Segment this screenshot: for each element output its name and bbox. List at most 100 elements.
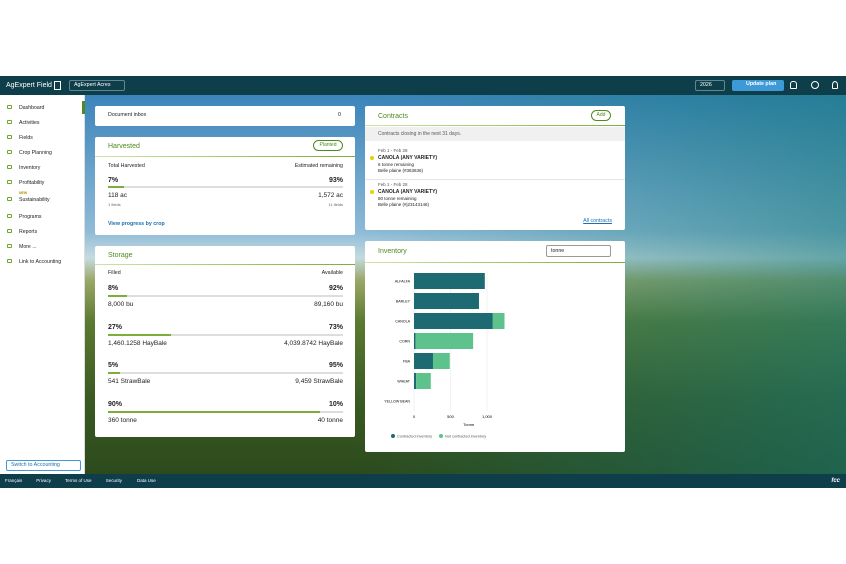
planted-button[interactable]: Planted	[313, 140, 343, 151]
footer-link[interactable]: Security	[105, 478, 123, 483]
right-label: Estimated remaining	[294, 163, 343, 169]
bar	[416, 373, 431, 389]
nav-icon	[7, 120, 12, 124]
document-inbox-card[interactable]: Document inbox 0	[95, 106, 355, 126]
card-title: Inventory	[378, 248, 407, 255]
nav-item[interactable]: Profitability	[19, 180, 45, 186]
filled-percent: 5%	[108, 362, 119, 369]
bar	[414, 353, 433, 369]
nav-icon	[7, 135, 12, 139]
nav-item[interactable]: Activities	[19, 120, 40, 126]
all-contracts-link[interactable]: All contracts	[583, 218, 612, 224]
nav-item[interactable]: More ...	[19, 244, 37, 250]
bar	[414, 333, 416, 349]
subtitle-band	[365, 127, 625, 141]
inventory-card: Inventory tonne 0 500 1,000 Tonne ALFALFA BAR…	[365, 241, 625, 452]
progress-link[interactable]: View progress by crop	[108, 221, 165, 227]
nav-icon	[7, 105, 12, 109]
contract-dates[interactable]: Feb 1 - Feb 28	[378, 182, 408, 187]
left-label: Total Harvested	[108, 163, 145, 169]
storage-track	[108, 295, 343, 297]
x-tick-label: 0	[413, 414, 416, 419]
bar	[414, 293, 479, 309]
left-amount: 360 tonne	[108, 416, 137, 424]
nav-item[interactable]: Dashboard	[19, 105, 45, 111]
contract-crop[interactable]: CANOLA (ANY VARIETY)	[378, 189, 438, 195]
footer-link[interactable]: Français	[5, 478, 23, 483]
progress-fill	[108, 186, 125, 188]
header-rule	[365, 125, 625, 126]
farm-select[interactable]: AgExpert Acres	[69, 80, 125, 91]
left-label: Filled	[108, 270, 121, 276]
top-bar: AgExpert Field AgExpert Acres 2026 Updat…	[0, 76, 846, 95]
y-tick-label: WHEAT	[397, 379, 411, 383]
right-amount: 9,459 StrawBale	[295, 378, 343, 385]
bar	[492, 313, 505, 329]
contract-crop[interactable]: CANOLA (ANY VARIETY)	[378, 155, 438, 161]
right-area: 1,572 ac	[318, 192, 343, 199]
storage-fill	[108, 372, 120, 374]
footer-link[interactable]: Terms of Use	[65, 478, 92, 483]
storage-fill	[108, 410, 320, 413]
inbox-count: 0	[338, 112, 341, 118]
bar	[414, 373, 417, 389]
right-amount: 40 tonne	[317, 416, 343, 424]
storage-card: Storage Filled Available 8% 92% 8,000 bu 89…	[95, 246, 355, 437]
bar	[414, 273, 485, 289]
nav-icon	[7, 214, 12, 218]
filled-percent: 27%	[108, 323, 123, 331]
filled-percent: 8%	[108, 285, 119, 292]
available-percent: 73%	[328, 323, 343, 331]
nav-item[interactable]: Programs	[19, 214, 42, 220]
card-title: Harvested	[108, 143, 140, 150]
contracts-card: Contracts Add Contracts closing in the n…	[365, 106, 625, 230]
storage-track	[108, 372, 343, 374]
nav-item[interactable]: Link to Accounting	[19, 259, 62, 265]
y-tick-label: ALFALFA	[395, 279, 411, 283]
storage-fill	[108, 295, 127, 297]
storage-fill	[108, 333, 172, 336]
nav-item[interactable]: Sustainability	[19, 197, 50, 203]
add-button[interactable]: Add	[591, 110, 611, 121]
nav-item[interactable]: Inventory	[19, 165, 41, 171]
legend-label: Contracted inventory	[397, 434, 432, 438]
switch-button[interactable]: Switch to Accounting	[6, 460, 81, 471]
subtitle: Contracts closing in the next 31 days.	[378, 131, 462, 137]
filled-percent: 7%	[108, 177, 119, 184]
left-fields: 1 fields	[108, 202, 121, 207]
x-axis-label: Tonne	[463, 422, 475, 427]
separator	[365, 179, 625, 180]
left-amount: 8,000 bu	[108, 301, 134, 308]
logo: AgExpert Field	[6, 82, 52, 89]
right-amount: 89,160 bu	[314, 301, 343, 308]
footer-link[interactable]: Data Use	[137, 478, 156, 483]
contract-location: Belle plaine (#363636)	[378, 168, 424, 173]
year-select[interactable]: 2026	[695, 80, 725, 91]
nav-item[interactable]: Fields	[19, 135, 33, 141]
header-rule	[95, 264, 355, 265]
right-amount: 4,039.8742 HayBale	[284, 339, 343, 347]
header-rule	[365, 262, 625, 263]
bell-icon[interactable]	[790, 81, 797, 89]
right-label: Available	[321, 270, 343, 276]
contract-dates[interactable]: Feb 1 - Feb 28	[378, 148, 408, 153]
unit-select[interactable]: tonne	[546, 245, 611, 257]
y-tick-label: YELLOW BEAN	[384, 399, 410, 403]
storage-track	[108, 333, 343, 336]
y-tick-label: BARLEY	[396, 299, 411, 303]
header-rule	[95, 156, 355, 157]
legend-label: Not contracted inventory	[445, 434, 486, 438]
user-icon[interactable]	[832, 81, 838, 89]
update-button[interactable]: Update plan	[732, 80, 784, 91]
help-icon[interactable]	[811, 81, 819, 89]
nav-item[interactable]: Reports	[19, 229, 38, 235]
footer-link[interactable]: Privacy	[36, 478, 51, 483]
x-tick-label: 500	[447, 414, 454, 419]
contract-remaining: 6 tonne remaining	[378, 162, 415, 167]
active-indicator	[82, 101, 85, 114]
right-fields: 11 fields	[328, 202, 343, 207]
nav-item[interactable]: Crop Planning	[19, 150, 52, 156]
status-dot	[370, 156, 374, 160]
inbox-title: Document inbox	[108, 112, 147, 118]
